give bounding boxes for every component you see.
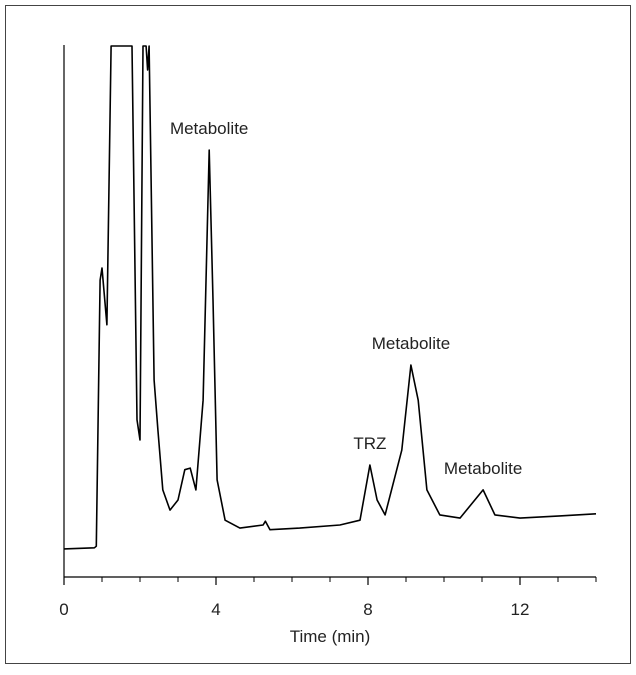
x-tick-label: 12 [511, 600, 530, 619]
x-tick-label: 8 [363, 600, 372, 619]
x-axis-label: Time (min) [290, 627, 371, 646]
annotation: Metabolite [444, 459, 522, 478]
x-tick-label: 4 [211, 600, 220, 619]
x-tick-label: 0 [59, 600, 68, 619]
annotation: Metabolite [372, 334, 450, 353]
annotation: TRZ [353, 434, 386, 453]
frame [5, 5, 631, 664]
trace [63, 45, 597, 550]
annotation: Metabolite [170, 119, 248, 138]
